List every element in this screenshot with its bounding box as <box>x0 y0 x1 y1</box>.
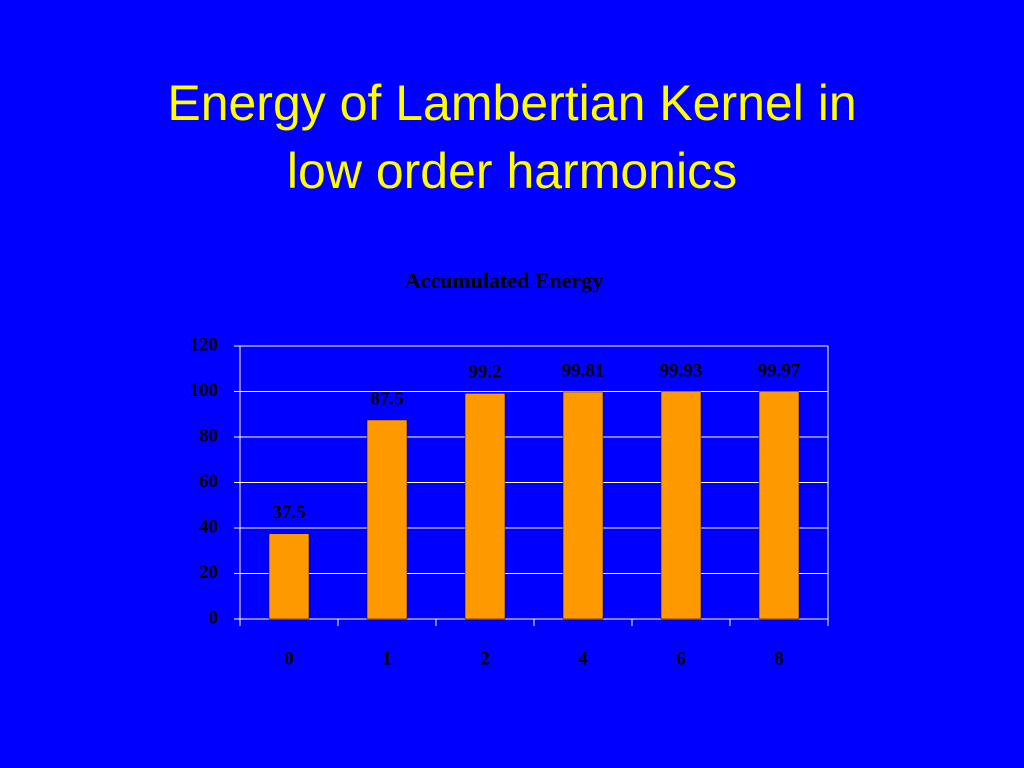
bar <box>758 391 800 620</box>
slide-title-line: low order harmonics <box>287 143 737 199</box>
x-tick-label: 1 <box>382 648 392 669</box>
y-tick-label: 80 <box>199 425 218 446</box>
slide-title-line: Energy of Lambertian Kernel in <box>167 75 856 131</box>
value-label: 87.5 <box>370 388 403 409</box>
chart-title: Accumulated Energy <box>405 268 604 293</box>
x-tick-label: 6 <box>676 648 686 669</box>
value-label: 99.97 <box>758 360 801 381</box>
bar <box>464 393 506 620</box>
bar <box>268 533 310 620</box>
x-tick-label: 0 <box>284 648 294 669</box>
y-tick-label: 40 <box>199 516 218 537</box>
x-tick-label: 8 <box>774 648 784 669</box>
value-label: 37.5 <box>272 502 305 523</box>
y-tick-label: 60 <box>199 471 218 492</box>
x-tick-label: 4 <box>578 648 588 669</box>
bar <box>660 391 702 620</box>
y-tick-label: 100 <box>190 380 219 401</box>
bar <box>366 419 408 620</box>
value-label: 99.2 <box>468 362 501 383</box>
value-label: 99.93 <box>660 360 703 381</box>
value-label: 99.81 <box>562 360 605 381</box>
bar <box>562 391 604 620</box>
y-tick-label: 0 <box>209 607 219 628</box>
x-tick-label: 2 <box>480 648 490 669</box>
y-tick-label: 120 <box>190 334 219 355</box>
y-tick-label: 20 <box>199 562 218 583</box>
